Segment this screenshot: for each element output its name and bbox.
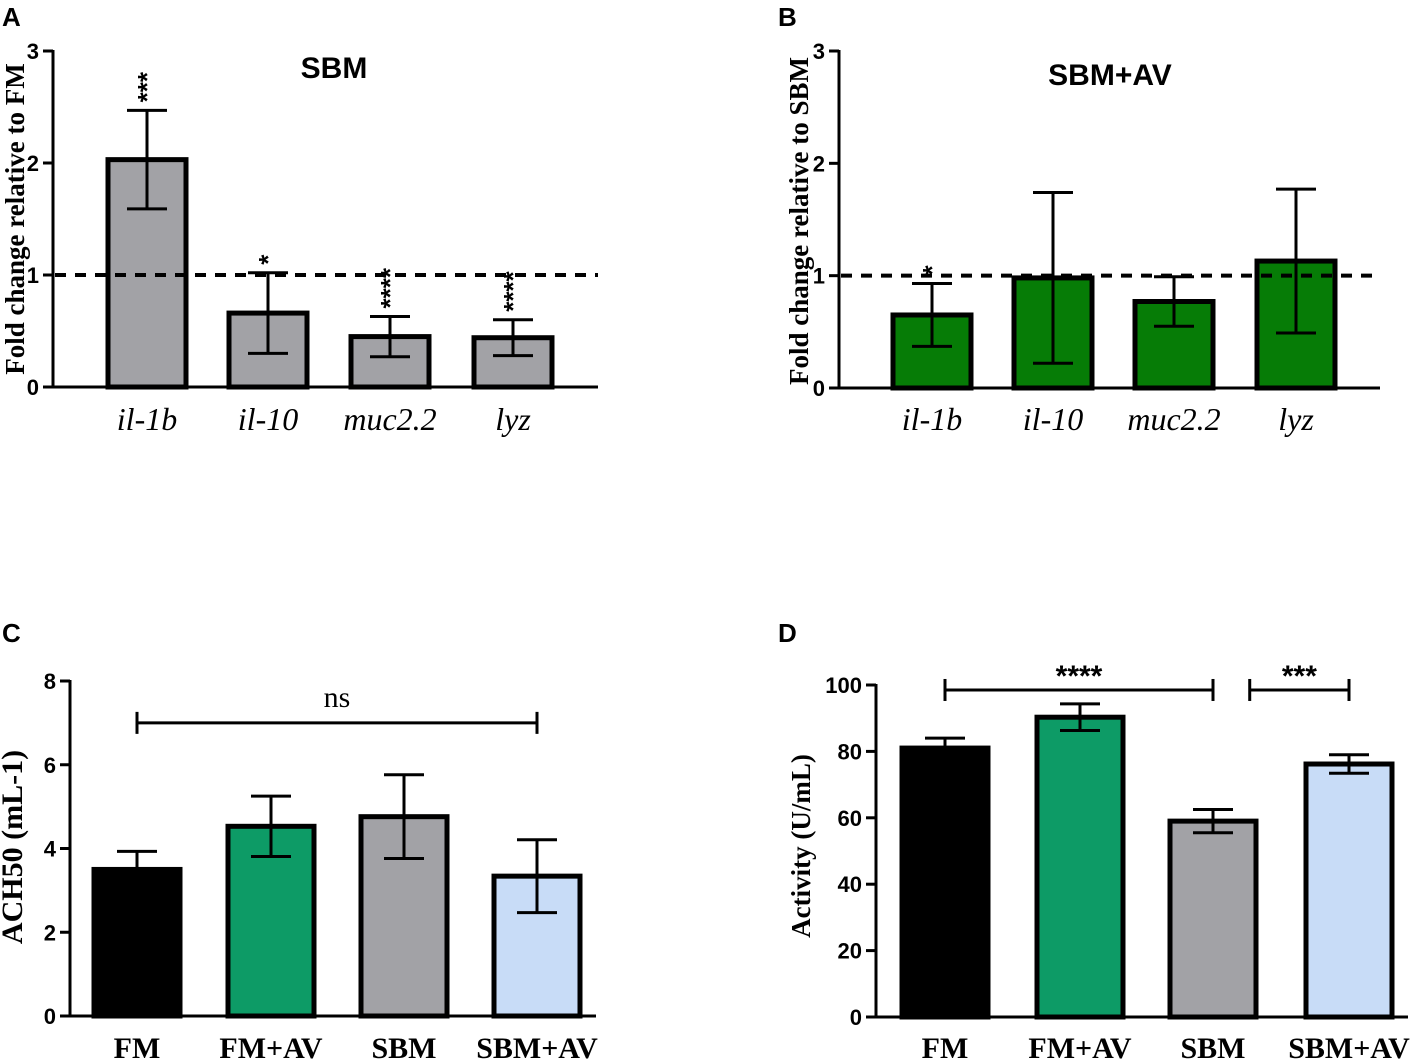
panel-d-y-axis-label: Activity (U/mL) [786,754,816,938]
panel-d-bracket-label: *** [1282,660,1317,693]
panel-c-y-tick-label: 0 [44,1004,56,1029]
panel-d-letter: D [778,618,797,648]
panel-b-significance-label: * [917,265,947,276]
panel-c-y-axis-label: ACH50 (mL-1) [0,750,29,944]
panel-a-y-axis-label: Fold change relative to FM [0,63,30,374]
panel-b-category-label: il-1b [902,401,962,437]
panel-c-y-tick-label: 6 [44,753,56,778]
panel-b-category-label: lyz [1278,401,1314,437]
panel-a-y-tick-label: 2 [27,151,39,176]
panel-c-y-tick-label: 8 [44,669,56,694]
panel-d-bracket-label: **** [1056,660,1103,693]
panel-d-category-label: FM [922,1032,969,1060]
panel-b-y-tick-label: 0 [813,376,825,401]
panel-a: A SBM Fold change relative to FM0 1 2 3 il-1b *… [0,2,598,437]
panel-c-category-label: SBM [371,1032,436,1060]
panel-d-y-tick-label: 0 [850,1005,862,1030]
panel-a-y-tick-label: 0 [27,375,39,400]
panel-d-category-label: SBM [1180,1032,1245,1060]
panel-a-y-tick-label: 1 [27,263,39,288]
panel-a-letter: A [2,2,21,32]
panel-d-y-tick-label: 20 [838,939,862,964]
panel-d-bar-fm-av [1034,714,1126,1020]
panel-d-category-label: FM+AV [1028,1032,1132,1060]
panel-c-y-tick-label: 2 [44,920,56,945]
panel-c: C ACH50 (mL-1) 0 2 4 6 8 FM FM+AV SBM SBM+AV ns [0,618,598,1060]
panel-d-y-tick-label: 100 [825,673,862,698]
panel-b-letter: B [778,2,797,32]
panel-a-significance-label: *** [132,71,162,102]
panel-b-y-tick-label: 1 [813,264,825,289]
panel-c-y-tick-label: 4 [44,837,57,862]
panel-d-bar-fm [899,745,991,1020]
panel-d-bar-sbm [1167,818,1259,1020]
panel-d-bar-sbm-av [1303,761,1395,1020]
panel-a-title: SBM [301,52,368,85]
panel-c-category-label: FM+AV [219,1032,323,1060]
panel-c-bar-fm [91,866,183,1019]
panel-d: D Activity (U/mL) 0 20 40 60 80 100 FM FM+AV SBM SB… [778,618,1410,1060]
panel-c-category-label: SBM+AV [476,1032,598,1060]
panel-c-bracket-label: ns [324,681,351,714]
panel-c-letter: C [2,618,21,648]
panel-b-y-tick-label: 2 [813,151,825,176]
panel-a-category-label: il-10 [238,401,298,437]
panel-d-category-label: SBM+AV [1288,1032,1410,1060]
panel-c-bar-fm-av [225,823,317,1019]
panel-c-category-label: FM [114,1032,161,1060]
panel-a-significance-label: * [253,254,283,265]
panel-d-y-tick-label: 80 [838,739,862,764]
panel-b-category-label: muc2.2 [1127,401,1220,437]
panel-a-y-tick-label: 3 [27,39,39,64]
panel-b-y-axis-label: Fold change relative to SBM [784,57,814,385]
panel-b-category-label: il-10 [1023,401,1083,437]
panel-a-category-label: muc2.2 [343,401,436,437]
panel-a-significance-label: **** [498,270,528,311]
panel-d-y-tick-label: 60 [838,806,862,831]
panel-b-y-tick-label: 3 [813,39,825,64]
panel-a-category-label: lyz [495,401,531,437]
panel-b-title: SBM+AV [1048,59,1172,92]
panel-d-y-tick-label: 40 [838,872,862,897]
panel-a-category-label: il-1b [117,401,177,437]
